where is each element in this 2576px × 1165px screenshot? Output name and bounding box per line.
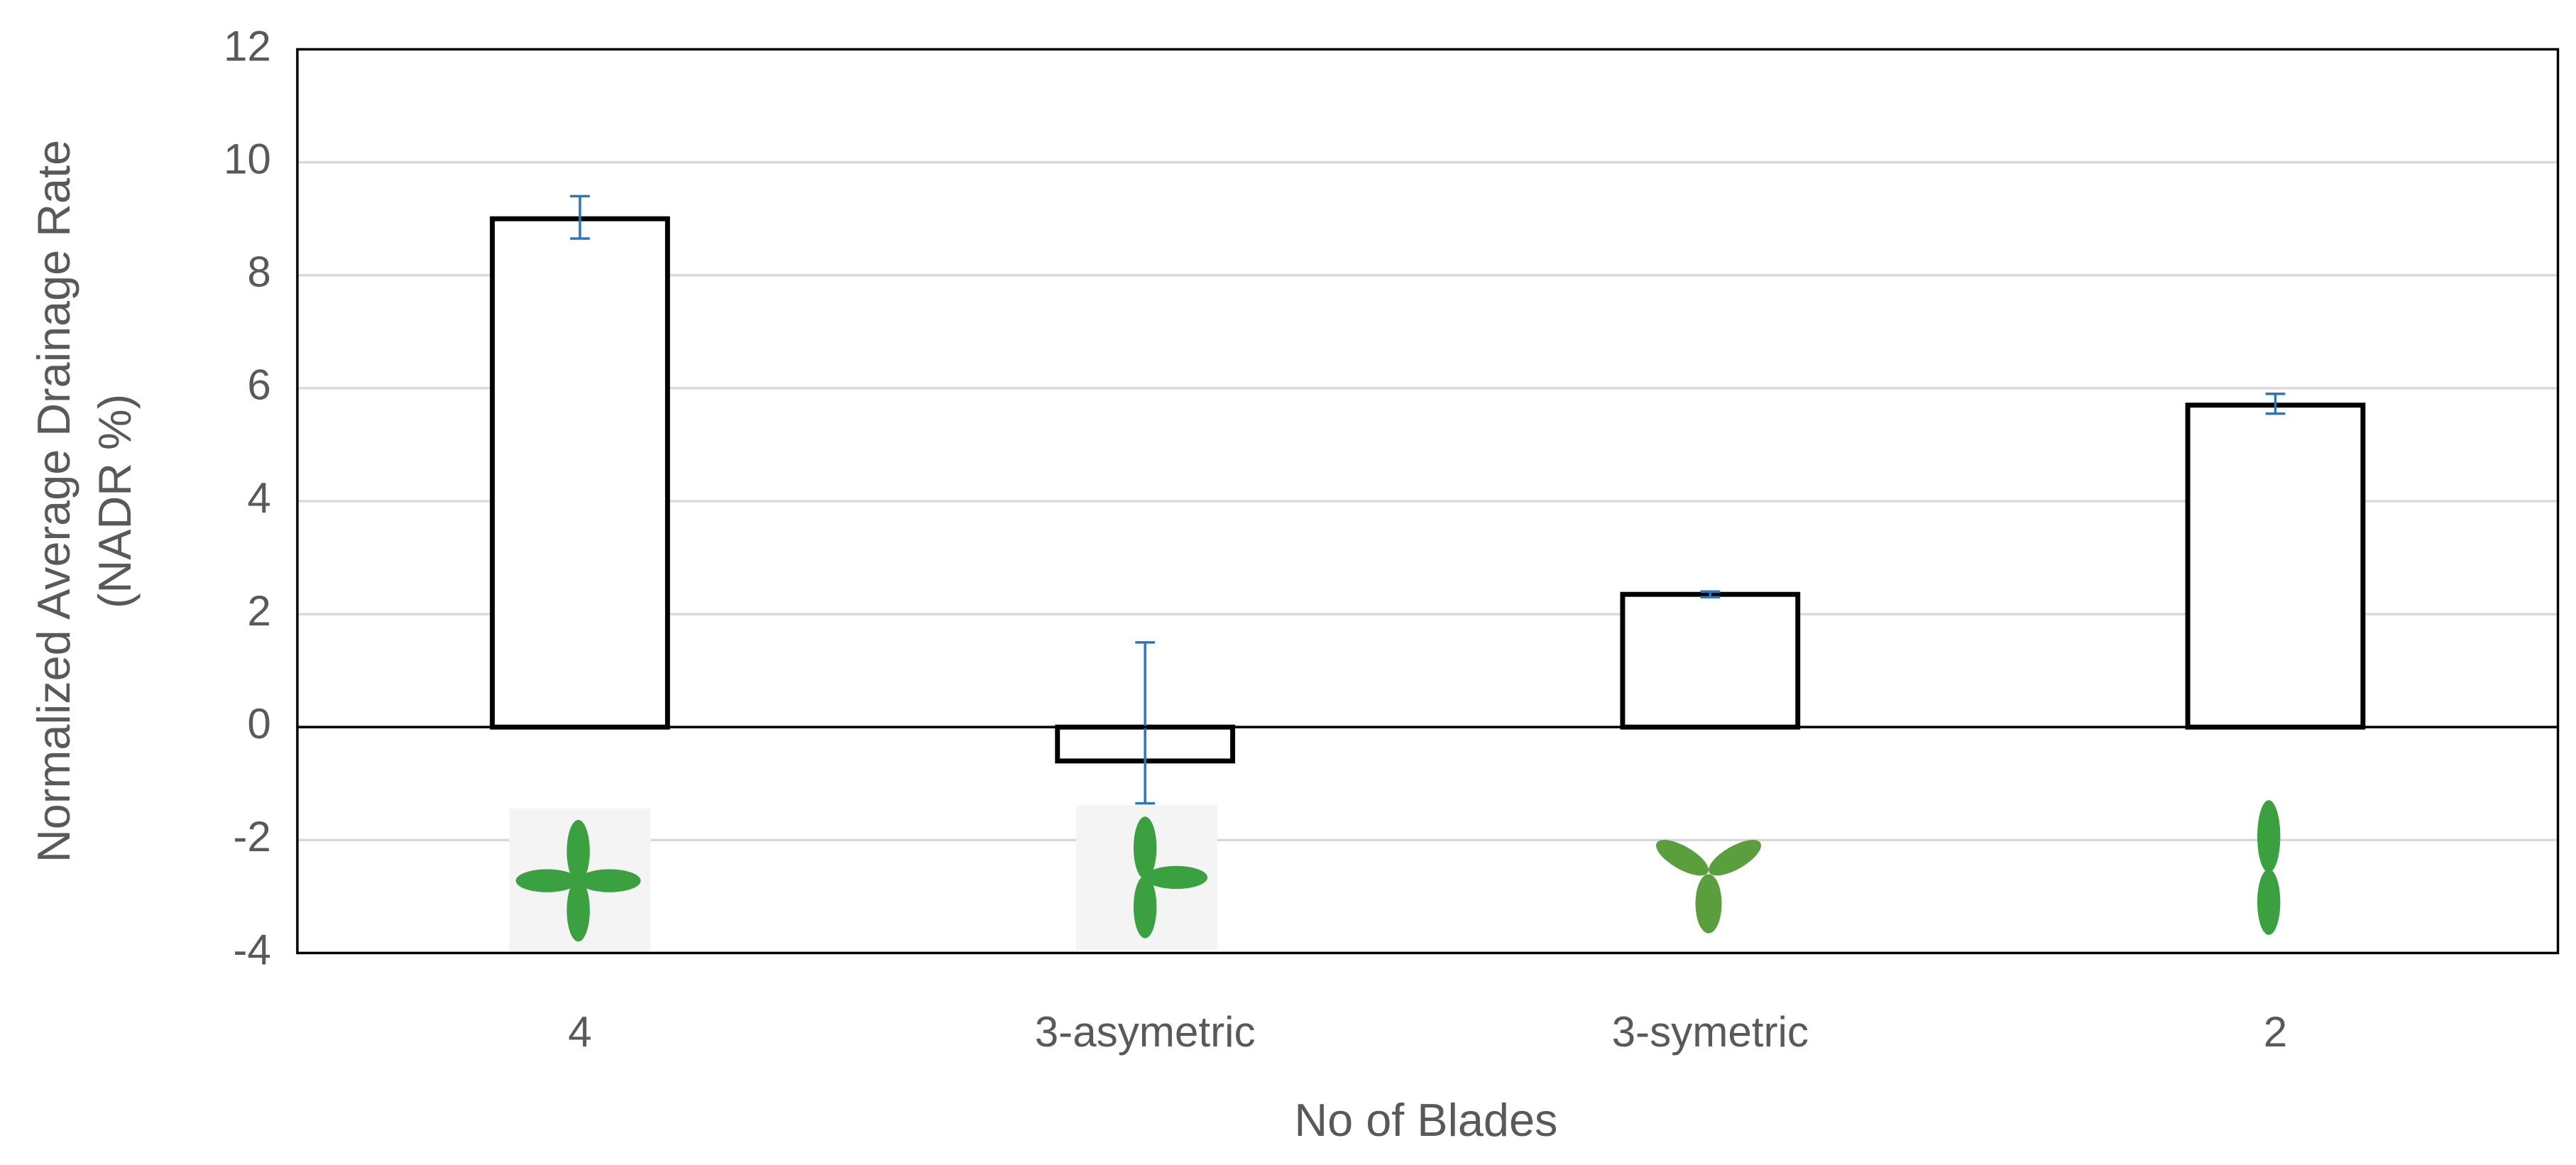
- y-axis-title: (NADR %): [89, 394, 141, 608]
- icon-2-blades: [2257, 800, 2281, 935]
- x-tick-label: 3-symetric: [1612, 1008, 1809, 1056]
- x-axis-title: No of Blades: [1294, 1094, 1557, 1146]
- icon-4-blades: [509, 808, 651, 953]
- blade-icons: [509, 800, 2281, 953]
- bar: [2185, 403, 2366, 730]
- y-tick-label: 6: [247, 361, 270, 409]
- y-axis-title: Normalized Average Drainage Rate: [28, 140, 80, 863]
- plot-frame: [296, 48, 2560, 955]
- y-tick-label: 0: [247, 700, 270, 748]
- bar: [1620, 591, 1801, 730]
- y-tick-label: 10: [224, 135, 271, 182]
- error-bar: [1700, 590, 1721, 598]
- y-tick-label: 4: [247, 474, 270, 522]
- y-tick-label: 12: [224, 22, 271, 70]
- error-bar: [1135, 641, 1156, 805]
- icon-3-symetric: [1655, 840, 1761, 934]
- y-tick-label: 8: [247, 248, 270, 296]
- marks: [297, 195, 2558, 805]
- icon-3-asymetric: [1075, 805, 1217, 950]
- error-bar: [2265, 393, 2286, 415]
- x-tick-label: 3-asymetric: [1035, 1008, 1256, 1056]
- x-tick-label: 2: [2264, 1008, 2287, 1056]
- x-tick-label: 4: [568, 1008, 591, 1056]
- y-tick-label: -2: [233, 813, 271, 860]
- y-tick-label: 2: [247, 587, 270, 635]
- error-bar: [570, 195, 590, 240]
- y-tick-label: -4: [233, 926, 271, 973]
- bar: [490, 216, 670, 730]
